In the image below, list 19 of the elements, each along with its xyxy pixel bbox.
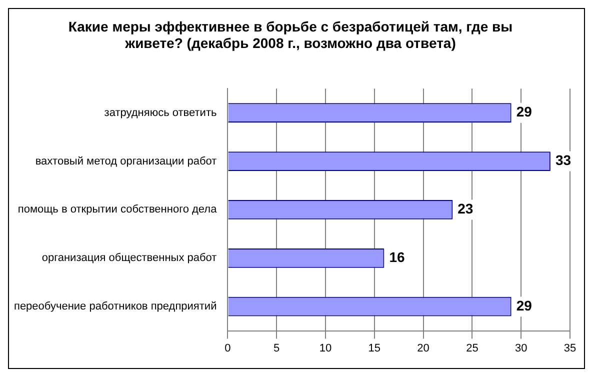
data-label: 33 [555, 152, 572, 168]
x-tick-label: 15 [368, 342, 381, 354]
x-tick-label: 35 [564, 342, 576, 354]
x-tick-label: 5 [274, 342, 280, 354]
y-tick-label: организация общественных работ [42, 252, 217, 264]
y-tick-label: вахтовый метод организации работ [35, 155, 217, 168]
x-tick-label: 20 [417, 342, 430, 354]
x-tick-label: 10 [319, 342, 332, 354]
data-label: 23 [458, 200, 474, 217]
data-label: 16 [389, 249, 405, 265]
y-tick-label: переобучение работников предприятий [14, 300, 217, 313]
x-tick-label: 25 [466, 342, 478, 354]
y-tick-label: затрудняюсь ответить [104, 106, 217, 119]
data-label: 29 [516, 104, 532, 120]
x-tick-label: 0 [224, 342, 231, 354]
chart-title: Какие меры эффективнее в борьбе с безработицей там, где вы живете? (декабрь 2008 г., возможно два ответа) [68, 18, 513, 52]
data-label: 29 [516, 297, 532, 314]
x-tick-label: 30 [514, 342, 528, 354]
y-tick-label: помощь в открытии собственного дела [18, 204, 218, 216]
